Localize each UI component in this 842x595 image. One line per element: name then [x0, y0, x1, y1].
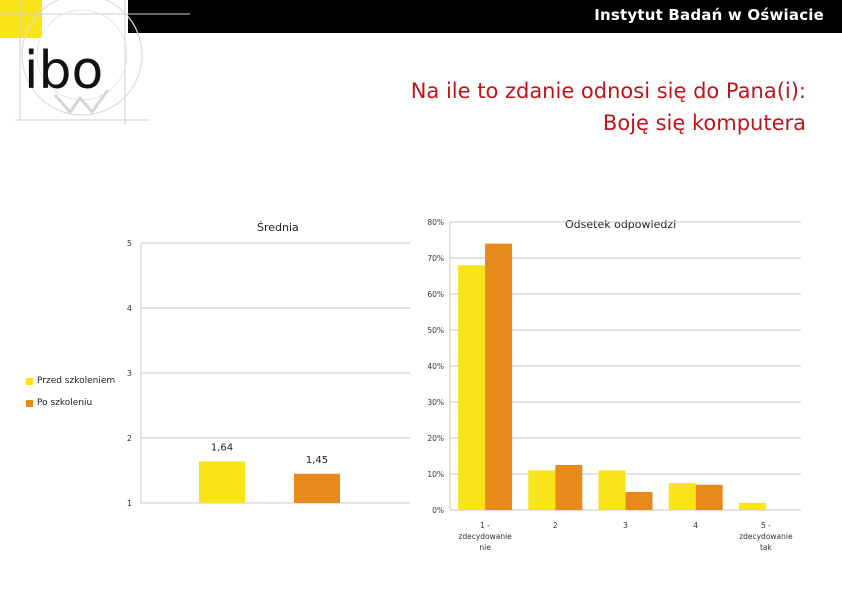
- logo-text: ibo: [24, 41, 103, 101]
- legend-item-after: Po szkoleniu: [26, 392, 115, 414]
- title-line-1: Na ile to zdanie odnosi się do Pana(i):: [410, 79, 806, 103]
- mean-bar: [199, 461, 245, 503]
- title-line-2: Boję się komputera: [602, 111, 806, 135]
- share-xtick-label: zdecydowanie: [739, 532, 793, 541]
- legend: Przed szkoleniem Po szkoleniu: [26, 370, 115, 414]
- share-ytick-label: 40%: [427, 362, 444, 371]
- mean-bar-label: 1,64: [211, 442, 233, 453]
- mean-bar-label: 1,45: [306, 455, 328, 466]
- share-ytick-label: 70%: [427, 254, 444, 263]
- share-bar: [555, 465, 583, 510]
- legend-swatch-after: [26, 399, 33, 407]
- share-ytick-label: 30%: [427, 398, 444, 407]
- share-xtick-label: 4: [693, 521, 698, 530]
- ibo-logo: ibo: [0, 0, 190, 125]
- share-bar: [485, 243, 513, 510]
- mean-bar: [294, 473, 340, 503]
- share-bar: [695, 484, 723, 510]
- share-xtick-label: zdecydowanie: [458, 532, 512, 541]
- mean-ytick-label: 1: [127, 499, 132, 508]
- share-xtick-label: 2: [553, 521, 558, 530]
- legend-label-after: Po szkoleniu: [37, 398, 93, 408]
- legend-swatch-before: [26, 377, 33, 385]
- mean-chart-title: Średnia: [257, 221, 299, 234]
- share-bar: [738, 502, 766, 510]
- share-ytick-label: 60%: [427, 290, 444, 299]
- share-ytick-label: 50%: [427, 326, 444, 335]
- mean-ytick-label: 3: [127, 369, 132, 378]
- legend-label-before: Przed szkoleniem: [37, 376, 116, 386]
- institute-name: Instytut Badań w Oświacie: [594, 6, 824, 24]
- mean-ytick-label: 4: [127, 304, 132, 313]
- mean-ytick-label: 2: [127, 434, 132, 443]
- share-bar: [458, 265, 486, 510]
- share-ytick-label: 80%: [427, 218, 444, 227]
- share-ytick-label: 20%: [427, 434, 444, 443]
- share-bar: [625, 492, 653, 510]
- share-bar: [598, 470, 626, 510]
- share-xtick-label: nie: [479, 543, 491, 552]
- page-title: Na ile to zdanie odnosi się do Pana(i): …: [411, 75, 806, 139]
- share-xtick-label: 3: [623, 521, 628, 530]
- legend-item-before: Przed szkoleniem: [26, 370, 115, 392]
- share-chart-title: Odsetek odpowiedzi: [565, 218, 677, 231]
- share-xtick-label: tak: [760, 543, 773, 552]
- mean-ytick-label: 5: [127, 239, 132, 248]
- share-ytick-label: 10%: [427, 470, 444, 479]
- share-xtick-label: 5 -: [761, 521, 771, 530]
- share-bar: [668, 483, 696, 510]
- header-bar: Instytut Badań w Oświacie: [128, 0, 842, 33]
- share-ytick-label: 0%: [432, 506, 444, 515]
- share-bar: [528, 470, 556, 510]
- share-xtick-label: 1 -: [480, 521, 490, 530]
